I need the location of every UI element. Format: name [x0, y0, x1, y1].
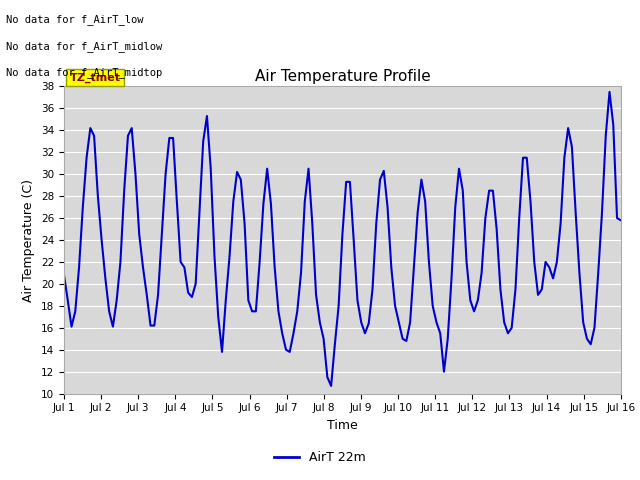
Text: TZ_tmet: TZ_tmet	[70, 72, 120, 83]
Y-axis label: Air Temperature (C): Air Temperature (C)	[22, 179, 35, 301]
X-axis label: Time: Time	[327, 419, 358, 432]
Title: Air Temperature Profile: Air Temperature Profile	[255, 69, 430, 84]
Text: No data for f_AirT_midtop: No data for f_AirT_midtop	[6, 67, 163, 78]
Text: No data for f_AirT_low: No data for f_AirT_low	[6, 14, 144, 25]
Text: No data for f_AirT_midlow: No data for f_AirT_midlow	[6, 41, 163, 52]
Legend: AirT 22m: AirT 22m	[269, 446, 371, 469]
